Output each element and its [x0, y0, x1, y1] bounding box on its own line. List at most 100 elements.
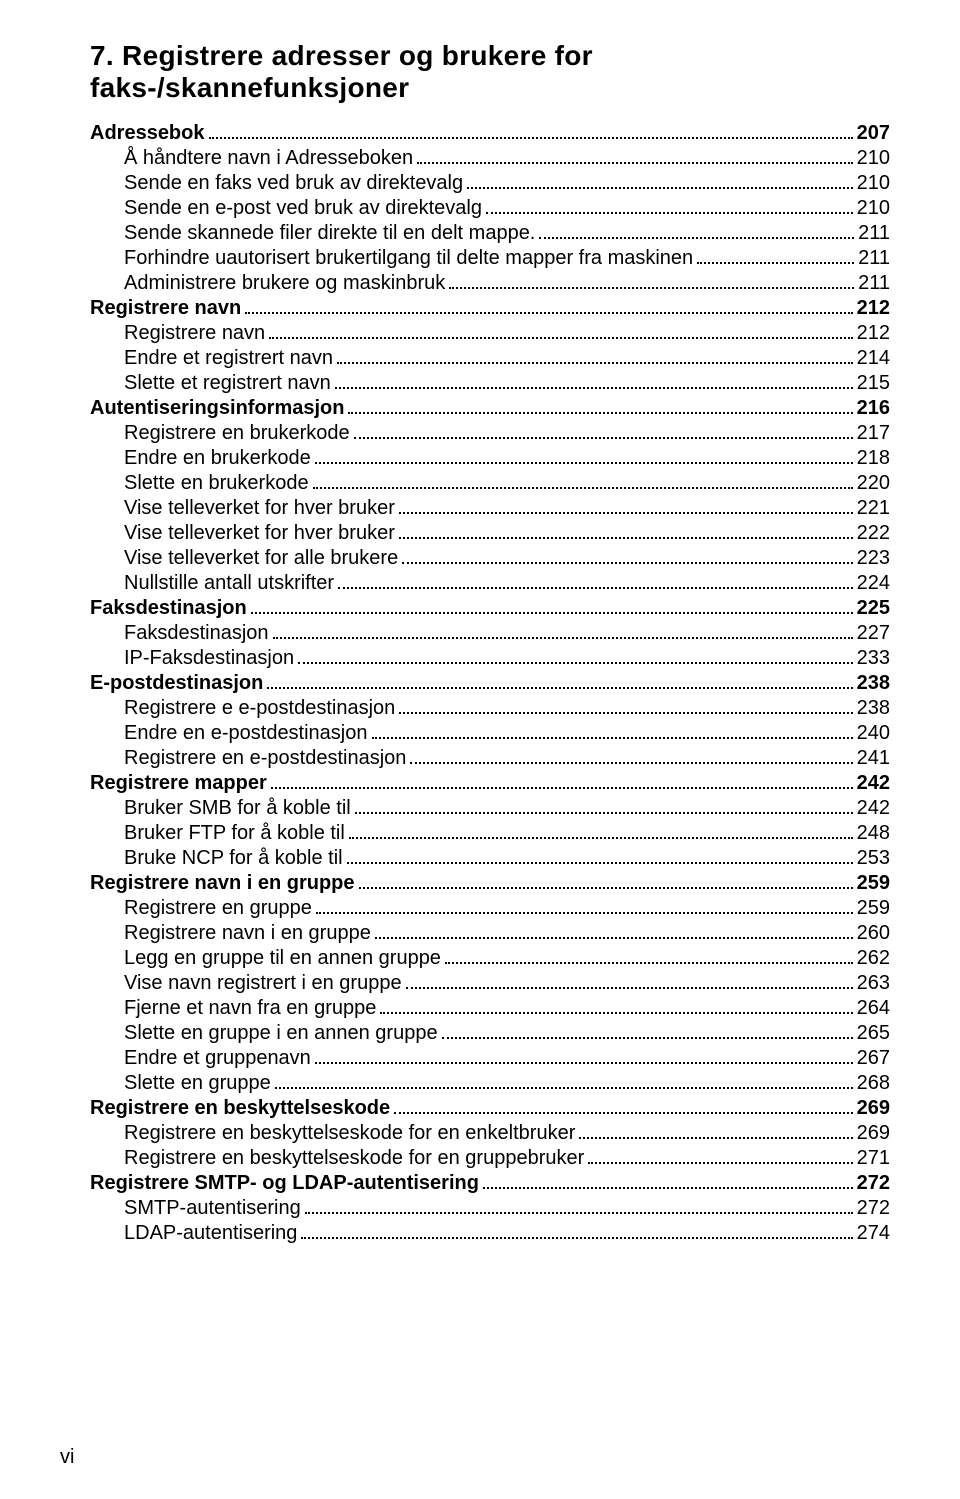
toc-entry: Forhindre uautorisert brukertilgang til … — [90, 247, 890, 270]
toc-entry: Bruker SMB for å koble til242 — [90, 797, 890, 820]
toc-leader-dots — [354, 435, 853, 439]
toc-label: Nullstille antall utskrifter — [124, 572, 334, 595]
toc-entry: Slette en brukerkode220 — [90, 472, 890, 495]
chapter-heading: Registrere adresser og brukere for faks-… — [90, 40, 593, 103]
page: 7. Registrere adresser og brukere for fa… — [0, 0, 960, 1499]
toc-label: Sende en faks ved bruk av direktevalg — [124, 172, 463, 195]
chapter-number: 7. — [90, 40, 114, 71]
toc-leader-dots — [347, 860, 853, 864]
toc-leader-dots — [267, 685, 852, 689]
toc-label: Registrere en beskyttelseskode — [90, 1097, 390, 1120]
toc-leader-dots — [271, 785, 853, 789]
toc-page-number: 233 — [857, 647, 890, 670]
toc-page-number: 248 — [857, 822, 890, 845]
toc-leader-dots — [315, 460, 853, 464]
toc-leader-dots — [209, 135, 853, 139]
toc-page-number: 223 — [857, 547, 890, 570]
toc-page-number: 263 — [857, 972, 890, 995]
toc-label: Registrere mapper — [90, 772, 267, 795]
toc-label: Forhindre uautorisert brukertilgang til … — [124, 247, 693, 270]
toc-leader-dots — [406, 985, 853, 989]
toc-page-number: 259 — [857, 897, 890, 920]
toc-leader-dots — [275, 1085, 853, 1089]
toc-label: Bruker SMB for å koble til — [124, 797, 351, 820]
toc-entry: Endre en e-postdestinasjon240 — [90, 722, 890, 745]
toc-label: Administrere brukere og maskinbruk — [124, 272, 445, 295]
toc-page-number: 215 — [857, 372, 890, 395]
toc-entry: Autentiseringsinformasjon216 — [90, 397, 890, 420]
toc-entry: Registrere en brukerkode217 — [90, 422, 890, 445]
toc-leader-dots — [245, 310, 852, 314]
toc-entry: Bruke NCP for å koble til253 — [90, 847, 890, 870]
toc-entry: Endre et registrert navn214 — [90, 347, 890, 370]
toc-page-number: 267 — [857, 1047, 890, 1070]
toc-entry: Registrere navn 212 — [90, 297, 890, 320]
toc-page-number: 210 — [857, 147, 890, 170]
toc-page-number: 221 — [857, 497, 890, 520]
toc-label: Registrere navn — [124, 322, 265, 345]
toc-label: Vise telleverket for hver bruker — [124, 522, 395, 545]
toc-label: Registrere en e-postdestinasjon — [124, 747, 406, 770]
toc-page-number: 242 — [857, 772, 890, 795]
toc-page-number: 265 — [857, 1022, 890, 1045]
toc-entry: Sende en e-post ved bruk av direktevalg2… — [90, 197, 890, 220]
toc-leader-dots — [417, 160, 853, 164]
toc-entry: Registrere SMTP- og LDAP-autentisering27… — [90, 1172, 890, 1195]
toc-page-number: 211 — [858, 272, 890, 295]
toc-leader-dots — [338, 585, 853, 589]
toc-page-number: 218 — [857, 447, 890, 470]
toc-leader-dots — [394, 1110, 852, 1114]
toc-leader-dots — [273, 635, 853, 639]
toc-entry: Slette en gruppe268 — [90, 1072, 890, 1095]
toc-entry: Vise telleverket for hver bruker 221 — [90, 497, 890, 520]
toc-leader-dots — [399, 510, 853, 514]
toc-entry: Adressebok207 — [90, 122, 890, 145]
toc-page-number: 227 — [857, 622, 890, 645]
toc-leader-dots — [305, 1210, 853, 1214]
toc-leader-dots — [337, 360, 853, 364]
toc-entry: Legg en gruppe til en annen gruppe 262 — [90, 947, 890, 970]
toc-entry: Endre en brukerkode218 — [90, 447, 890, 470]
toc-entry: IP-Faksdestinasjon233 — [90, 647, 890, 670]
toc-page-number: 241 — [857, 747, 890, 770]
toc-label: Bruker FTP for å koble til — [124, 822, 345, 845]
page-number: vi — [60, 1446, 74, 1469]
toc-leader-dots — [269, 335, 852, 339]
toc-label: Slette en gruppe i en annen gruppe — [124, 1022, 438, 1045]
toc-page-number: 210 — [857, 172, 890, 195]
toc-label: Legg en gruppe til en annen gruppe — [124, 947, 441, 970]
toc-page-number: 238 — [857, 697, 890, 720]
toc-page-number: 269 — [857, 1122, 890, 1145]
toc-page-number: 224 — [857, 572, 890, 595]
toc-entry: Endre et gruppenavn267 — [90, 1047, 890, 1070]
toc-leader-dots — [467, 185, 853, 189]
toc-page-number: 211 — [858, 247, 890, 270]
toc-entry: Faksdestinasjon225 — [90, 597, 890, 620]
toc-label: Registrere en gruppe — [124, 897, 312, 920]
toc-label: Slette en gruppe — [124, 1072, 271, 1095]
toc-label: Faksdestinasjon — [90, 597, 247, 620]
toc-leader-dots — [399, 535, 853, 539]
toc-label: Faksdestinasjon — [124, 622, 269, 645]
toc-leader-dots — [579, 1135, 852, 1139]
toc-leader-dots — [539, 235, 854, 239]
toc-leader-dots — [372, 735, 853, 739]
toc-entry: LDAP-autentisering274 — [90, 1222, 890, 1245]
toc-label: Vise telleverket for alle brukere — [124, 547, 398, 570]
toc-entry: Faksdestinasjon 227 — [90, 622, 890, 645]
toc-leader-dots — [449, 285, 854, 289]
toc-page-number: 214 — [857, 347, 890, 370]
toc-label: Registrere navn — [90, 297, 241, 320]
toc-container: Adressebok207Å håndtere navn i Adressebo… — [90, 122, 890, 1245]
toc-leader-dots — [335, 385, 853, 389]
toc-entry: Å håndtere navn i Adresseboken210 — [90, 147, 890, 170]
toc-page-number: 262 — [857, 947, 890, 970]
toc-label: Bruke NCP for å koble til — [124, 847, 343, 870]
toc-label: SMTP-autentisering — [124, 1197, 301, 1220]
toc-label: E-postdestinasjon — [90, 672, 263, 695]
toc-entry: Registrere en beskyttelseskode for en en… — [90, 1122, 890, 1145]
toc-label: Vise telleverket for hver bruker — [124, 497, 395, 520]
toc-page-number: 212 — [857, 297, 890, 320]
toc-leader-dots — [359, 885, 853, 889]
toc-entry: Registrere en e-postdestinasjon 241 — [90, 747, 890, 770]
